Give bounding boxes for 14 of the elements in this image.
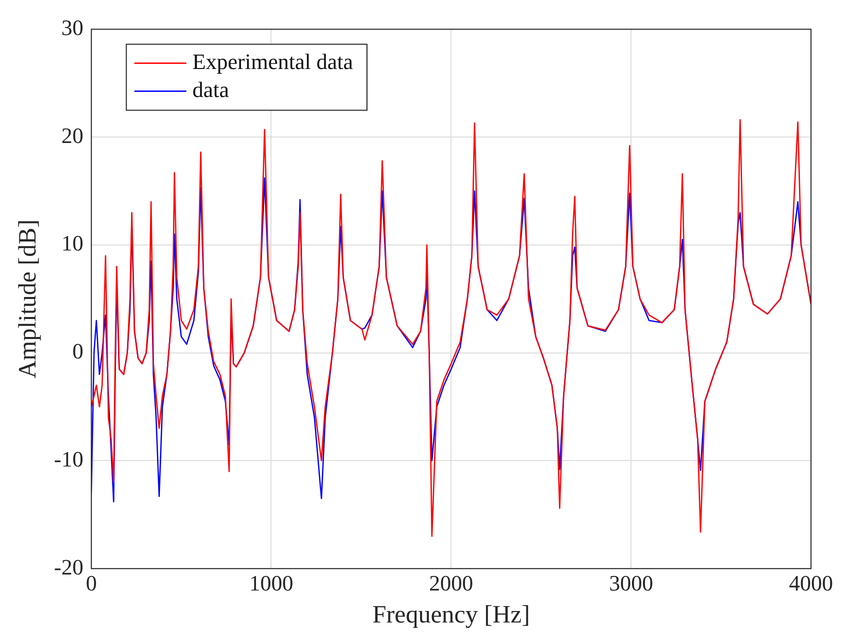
y-axis-title: Amplitude [dB] — [14, 219, 42, 378]
x-tick-label: 2000 — [429, 570, 474, 596]
y-tick-label: -10 — [54, 446, 84, 472]
legend-label: Experimental data — [192, 48, 354, 74]
x-axis-title: Frequency [Hz] — [372, 602, 530, 629]
y-tick-label: 20 — [61, 122, 84, 148]
x-tick-label: 4000 — [789, 570, 833, 596]
y-tick-label: -20 — [54, 554, 84, 580]
x-tick-label: 1000 — [249, 570, 294, 596]
y-tick-label: 30 — [61, 14, 84, 40]
y-tick-label: 10 — [61, 230, 84, 256]
y-tick-label: 0 — [72, 338, 84, 364]
legend-label: data — [192, 76, 230, 102]
x-tick-label: 3000 — [609, 570, 654, 596]
